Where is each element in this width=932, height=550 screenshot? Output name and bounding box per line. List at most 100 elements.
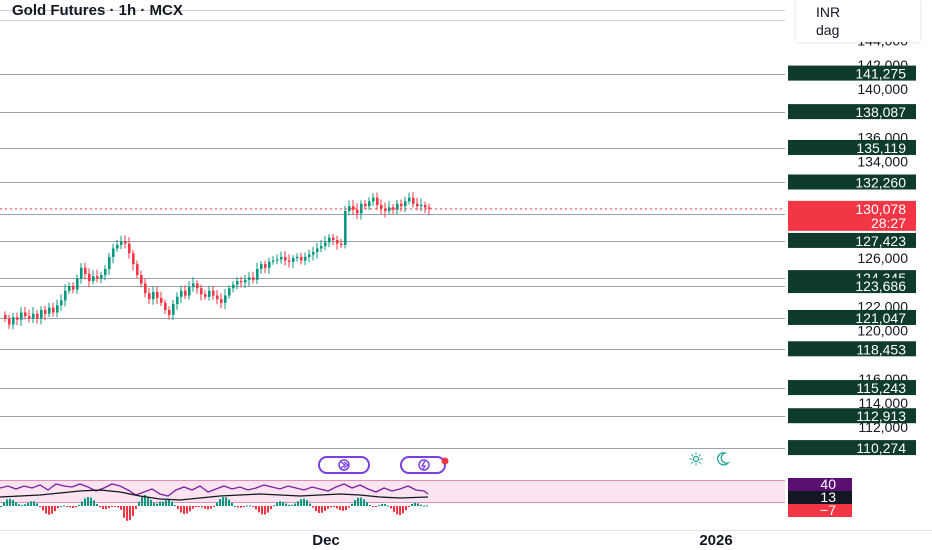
candle-body: [364, 203, 367, 207]
current-price-text: 130,078: [855, 201, 906, 217]
currency-unit-box[interactable]: INR dag: [796, 0, 920, 42]
candle-body: [268, 261, 271, 268]
histogram-bar: [33, 501, 35, 506]
histogram-bar: [162, 501, 164, 506]
candle-body: [300, 256, 303, 261]
histogram-bar: [72, 506, 74, 509]
histogram-bar: [375, 506, 377, 507]
candles: [4, 192, 431, 330]
histogram-bar: [273, 505, 275, 507]
candle-body: [92, 276, 95, 282]
level-label-box: [788, 380, 916, 396]
histogram-bar: [417, 503, 419, 506]
candle-body: [332, 237, 335, 240]
candle-body: [116, 244, 119, 249]
histogram-bar: [96, 503, 98, 506]
candle-body: [348, 206, 351, 212]
price-tick-label: 126,000: [857, 250, 908, 266]
level-label-text: 123,686: [855, 278, 906, 294]
histogram-bar: [99, 506, 101, 508]
candle-body: [236, 281, 239, 285]
candle-body: [64, 290, 67, 301]
sun-icon[interactable]: [689, 452, 703, 471]
histogram-bar: [84, 498, 86, 506]
candle-body: [80, 267, 83, 279]
histogram-bar: [360, 497, 362, 506]
histogram-bar: [384, 503, 386, 506]
price-tick-label: 112,000: [858, 419, 908, 435]
histogram-bar: [258, 506, 260, 513]
histogram-bar: [366, 502, 368, 506]
level-label-text: 112,913: [856, 408, 906, 424]
replay-forward-icon[interactable]: [318, 456, 370, 479]
candle-body: [200, 288, 203, 295]
histogram-bar: [207, 506, 209, 510]
candle-body: [252, 277, 255, 280]
histogram-bar: [63, 505, 65, 507]
oscillator-label-text: 13: [820, 489, 836, 505]
candle-body: [308, 254, 311, 257]
histogram-bar: [426, 505, 428, 507]
candle-body: [388, 207, 391, 212]
candle-body: [296, 256, 299, 259]
candle-body: [68, 285, 71, 291]
candle-body: [12, 317, 15, 325]
candle-body: [152, 291, 155, 300]
candle-body: [124, 241, 127, 244]
candle-body: [372, 197, 375, 202]
histogram-bar: [228, 499, 230, 506]
level-label-box: [788, 65, 916, 81]
candle-body: [180, 290, 183, 297]
horizontal-levels: [0, 10, 785, 449]
histogram-bar: [111, 506, 113, 507]
candle-body: [4, 314, 7, 319]
lightning-alert-icon[interactable]: [400, 456, 452, 479]
histogram-bar: [420, 504, 422, 506]
candle-body: [196, 283, 199, 289]
candle-body: [20, 312, 23, 320]
candle-body: [368, 201, 371, 207]
histogram-bar: [102, 506, 104, 510]
histogram-bar: [387, 505, 389, 507]
histogram-bar: [24, 504, 26, 506]
candle-body: [88, 273, 91, 282]
histogram-bar: [261, 506, 263, 515]
level-label-box: [788, 341, 916, 357]
candle-body: [228, 288, 231, 296]
histogram-bar: [93, 500, 95, 506]
level-label-box: [788, 278, 916, 294]
candle-body: [220, 299, 223, 303]
histogram-bar: [180, 506, 182, 513]
time-label: Dec: [312, 532, 340, 549]
candle-body: [384, 208, 387, 212]
histogram-bar: [12, 500, 14, 506]
histogram-bar: [255, 506, 257, 510]
candle-body: [128, 243, 131, 254]
histogram-bar: [18, 504, 20, 506]
histogram-bar: [225, 497, 227, 506]
candle-body: [380, 204, 383, 209]
histogram-bar: [189, 506, 191, 512]
oscillator-purple-line: [0, 483, 429, 497]
histogram-bar: [30, 501, 32, 506]
histogram-bar: [153, 502, 155, 506]
histogram-bar: [105, 506, 107, 510]
histogram-bar: [168, 499, 170, 506]
histogram-bar: [318, 506, 320, 513]
oscillator-label-text: 40: [820, 476, 836, 492]
candle-body: [40, 310, 43, 319]
histogram-bar: [408, 506, 410, 507]
histogram-bar: [177, 506, 179, 510]
histogram-bar: [186, 506, 188, 514]
level-label-text: 132,260: [855, 174, 906, 190]
time-axis: Dec 2026: [0, 530, 932, 549]
oscillator-label-text: −7: [820, 502, 836, 518]
level-label-box: [788, 408, 916, 424]
moon-icon[interactable]: [714, 451, 731, 472]
histogram-bar: [243, 506, 245, 507]
candle-body: [60, 300, 63, 306]
histogram-bar: [246, 505, 248, 507]
histogram-bar: [297, 501, 299, 506]
